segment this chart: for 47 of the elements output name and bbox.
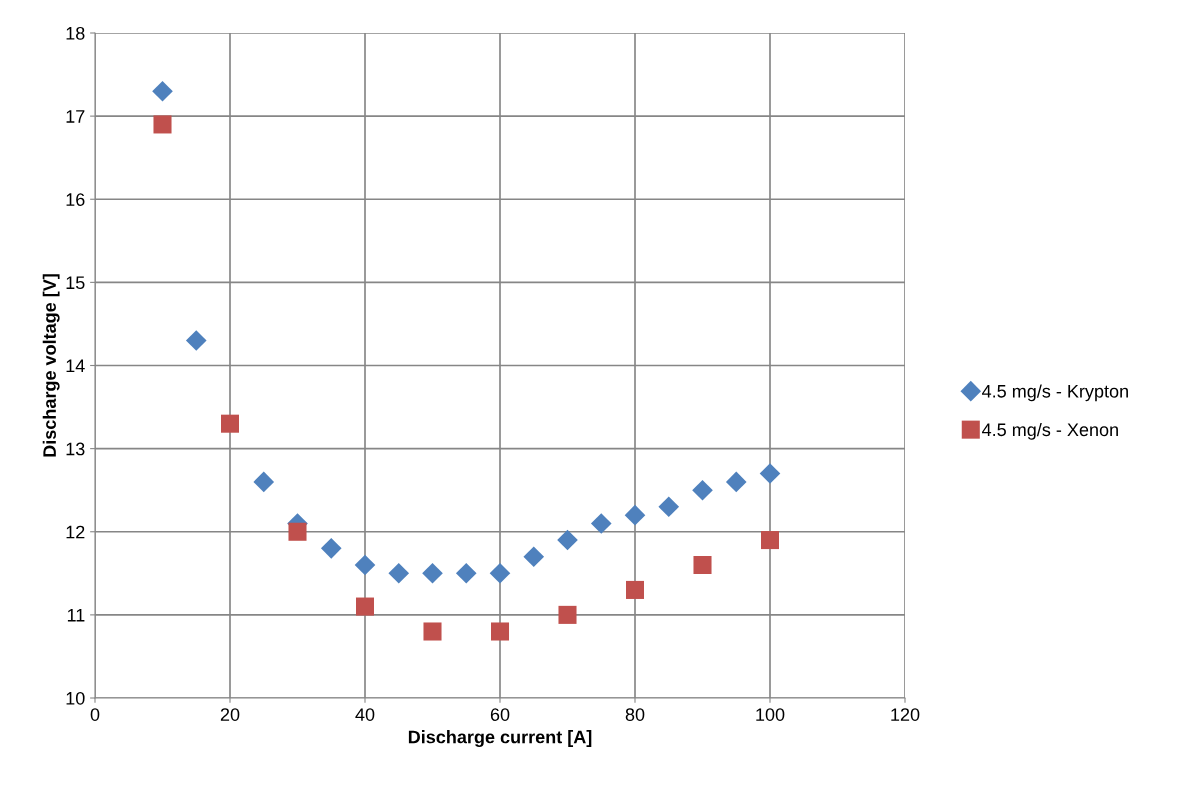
point <box>725 471 747 493</box>
point <box>423 622 442 641</box>
point <box>557 529 578 551</box>
y-axis-title: Discharge voltage [V] <box>42 274 60 457</box>
point <box>625 580 645 599</box>
point <box>658 496 680 518</box>
point <box>320 538 342 559</box>
point <box>152 80 173 102</box>
point <box>422 563 443 584</box>
y-tick-label: 13 <box>66 442 85 456</box>
x-tick-label: 100 <box>756 708 785 721</box>
point <box>355 597 375 616</box>
point <box>354 554 376 576</box>
y-tick-label: 10 <box>66 691 85 705</box>
point <box>760 531 780 550</box>
point <box>692 479 713 501</box>
point <box>253 471 275 493</box>
legend-label: 4.5 mg/s - Krypton <box>982 384 1128 402</box>
point <box>590 513 612 534</box>
y-tick-label: 18 <box>66 26 85 40</box>
point <box>490 622 510 641</box>
point <box>693 555 712 575</box>
x-tick-label: 120 <box>891 708 920 721</box>
y-tick-label: 16 <box>66 193 85 206</box>
y-tick-label: 12 <box>66 525 85 539</box>
x-tick-label: 80 <box>625 708 645 721</box>
y-tick-label: 15 <box>66 276 85 290</box>
x-tick-label: 0 <box>90 708 100 721</box>
x-tick-label: 60 <box>490 708 510 721</box>
point <box>220 414 240 433</box>
x-axis-title: Discharge current [A] <box>408 730 592 748</box>
point <box>489 563 511 584</box>
y-tick-label: 17 <box>66 110 85 123</box>
legend-label: 4.5 mg/s - Xenon <box>982 422 1118 440</box>
point <box>523 546 545 567</box>
x-tick-label: 40 <box>355 708 375 721</box>
point <box>288 522 307 541</box>
point <box>759 463 781 484</box>
point <box>558 605 577 624</box>
y-tick-label: 14 <box>66 359 85 373</box>
point <box>455 563 477 584</box>
point <box>388 563 410 584</box>
point <box>153 115 172 134</box>
y-tick-label: 11 <box>67 609 85 622</box>
point <box>624 504 646 526</box>
x-tick-label: 20 <box>220 708 240 721</box>
point <box>185 330 207 351</box>
